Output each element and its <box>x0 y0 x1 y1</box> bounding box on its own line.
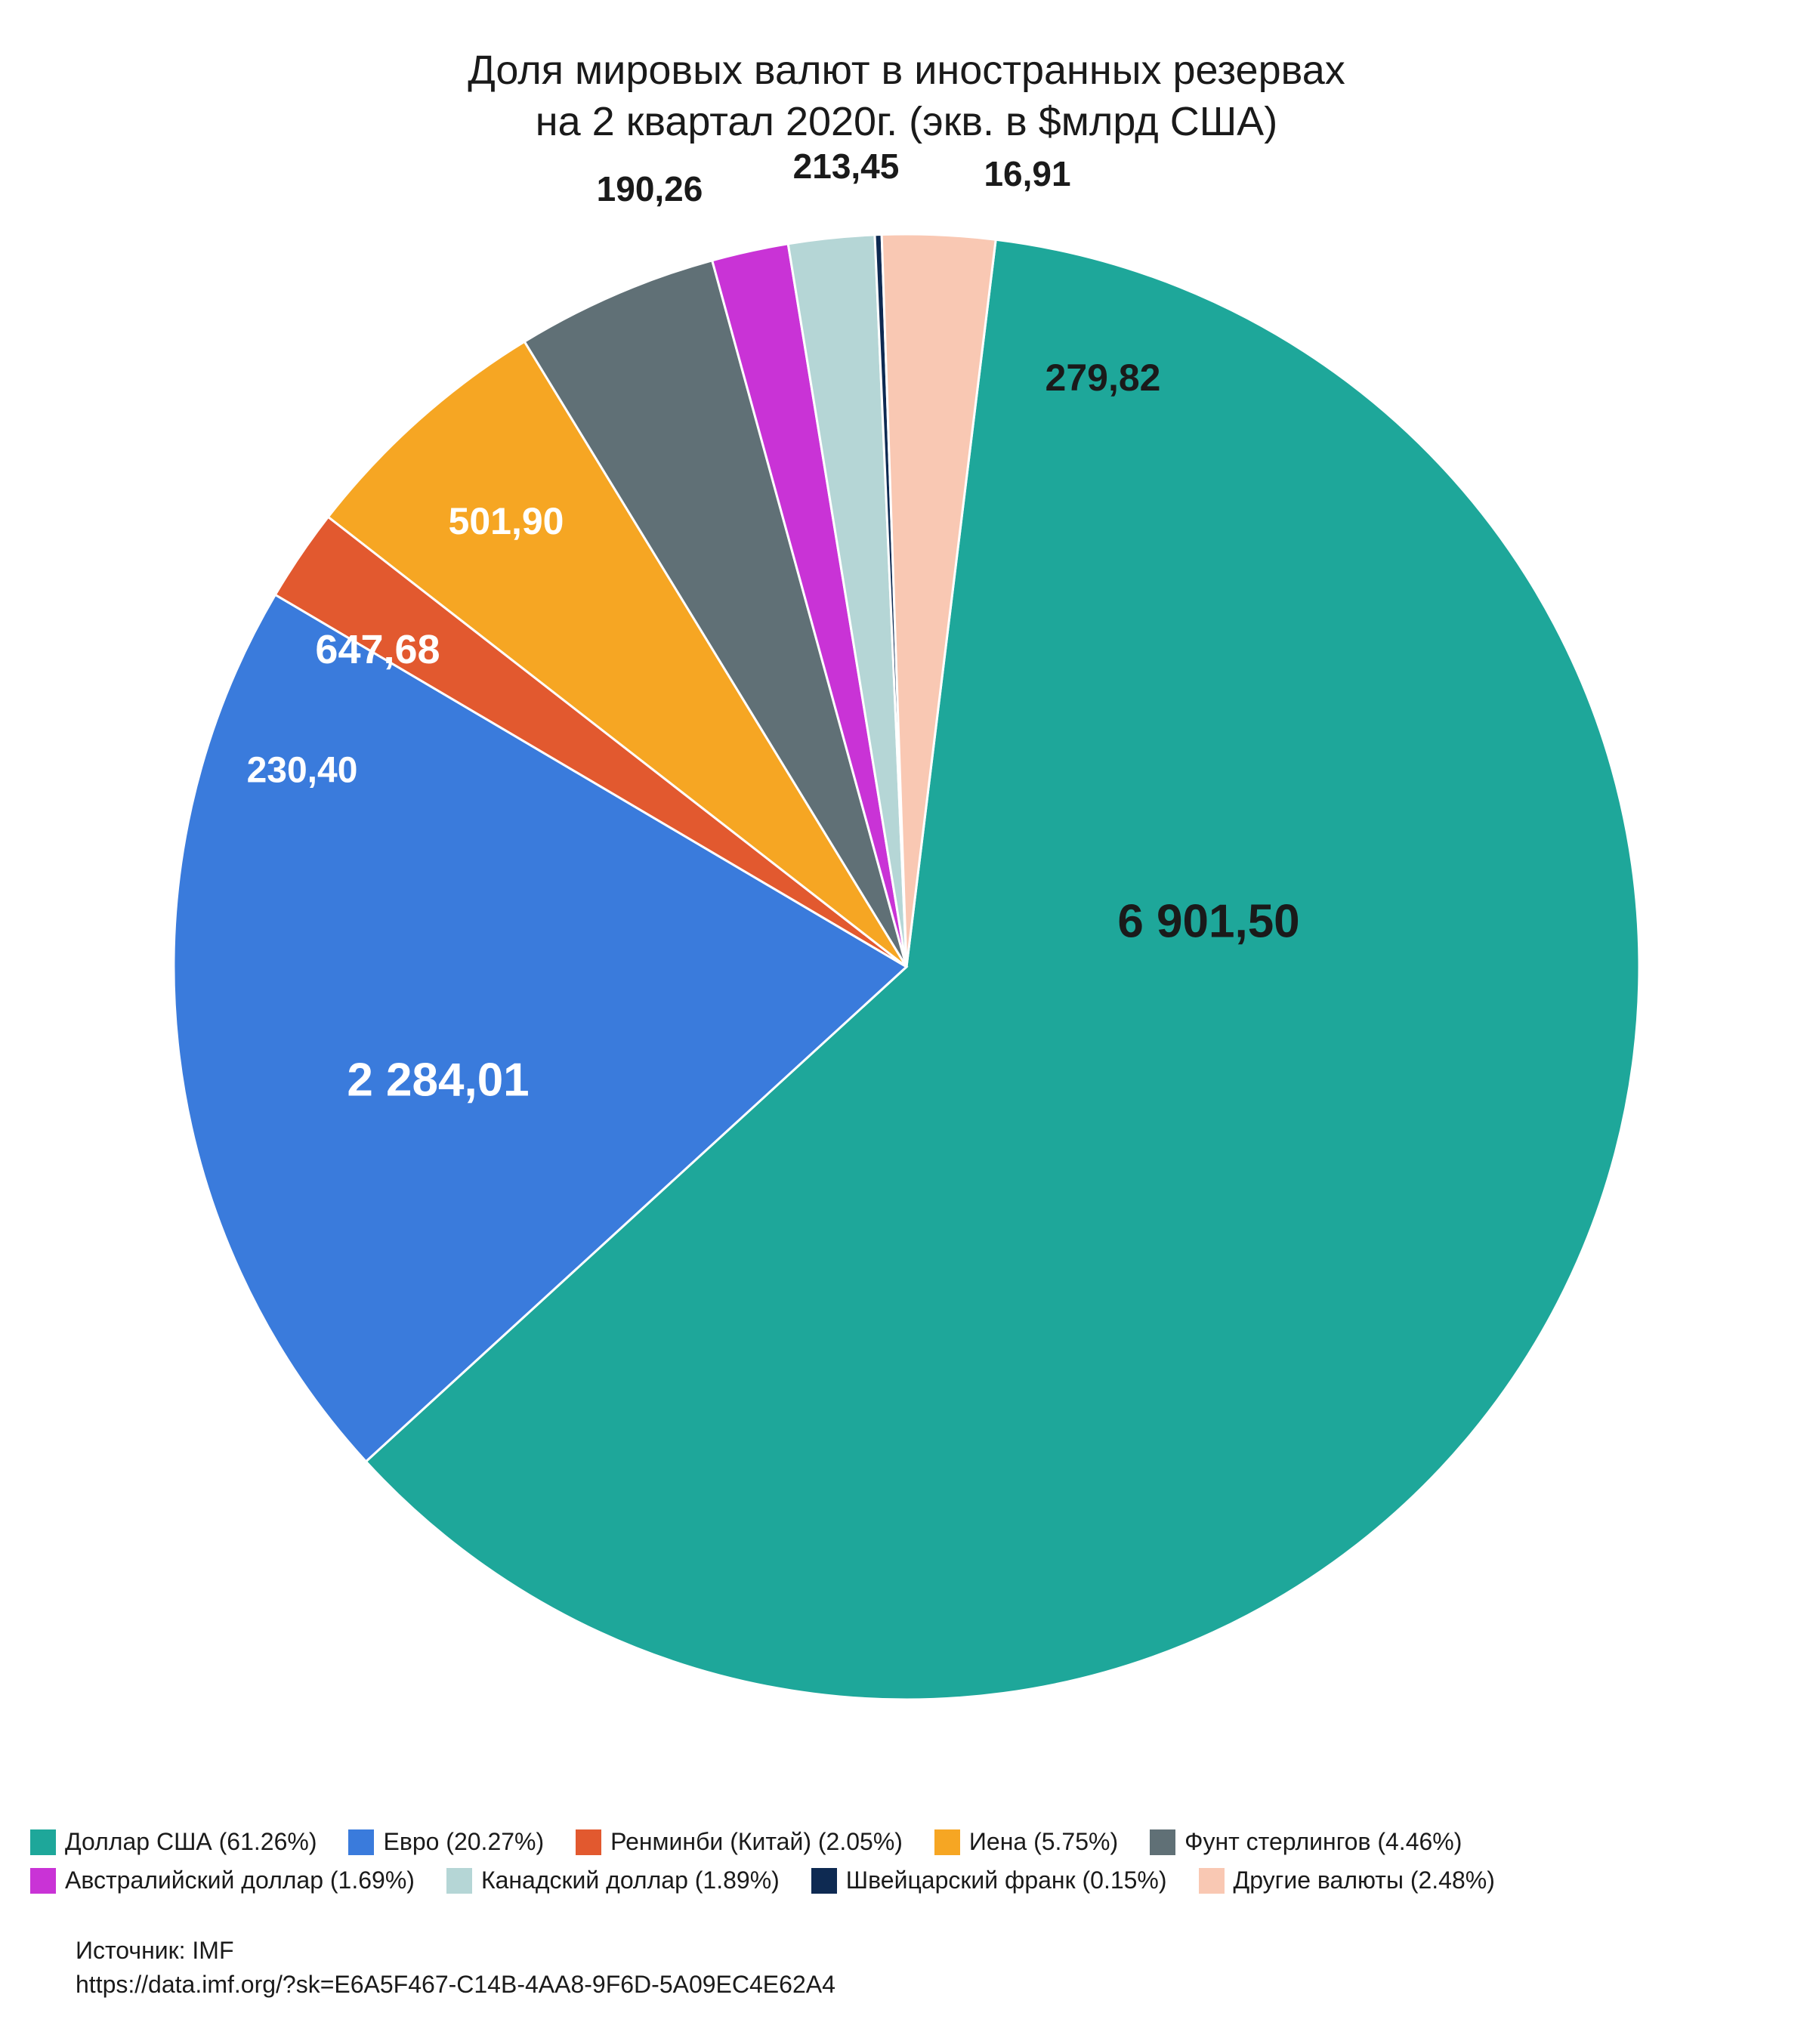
source-block: Источник: IMF https://data.imf.org/?sk=E… <box>76 1934 835 2002</box>
legend-label: Канадский доллар (1.89%) <box>481 1866 780 1894</box>
legend-item: Фунт стерлингов (4.46%) <box>1150 1828 1462 1856</box>
legend-label: Фунт стерлингов (4.46%) <box>1184 1828 1462 1856</box>
legend-label: Швейцарский франк (0.15%) <box>846 1866 1167 1894</box>
source-line1: Источник: IMF <box>76 1934 835 1968</box>
legend-swatch <box>1199 1868 1225 1894</box>
legend-label: Евро (20.27%) <box>383 1828 544 1856</box>
chart-title-line2: на 2 квартал 2020г. (экв. в $млрд США) <box>0 97 1813 148</box>
legend-item: Австралийский доллар (1.69%) <box>30 1866 415 1894</box>
legend-swatch <box>934 1829 960 1855</box>
legend: Доллар США (61.26%) Евро (20.27%) Ренминби… <box>30 1828 1783 1894</box>
legend-swatch <box>1150 1829 1175 1855</box>
legend-label: Иена (5.75%) <box>969 1828 1118 1856</box>
slice-value-label: 230,40 <box>247 750 358 792</box>
pie-svg <box>166 227 1647 1707</box>
legend-swatch <box>576 1829 601 1855</box>
legend-swatch <box>30 1829 56 1855</box>
slice-value-label: 213,45 <box>793 146 900 187</box>
legend-swatch <box>811 1868 837 1894</box>
legend-swatch <box>446 1868 472 1894</box>
legend-item: Евро (20.27%) <box>348 1828 544 1856</box>
slice-value-label: 501,90 <box>449 499 564 543</box>
slice-value-label: 279,82 <box>1045 356 1161 400</box>
page-root: Доля мировых валют в иностранных резерва… <box>0 0 1813 2044</box>
legend-item: Другие валюты (2.48%) <box>1199 1866 1495 1894</box>
chart-title: Доля мировых валют в иностранных резерва… <box>0 45 1813 147</box>
legend-swatch <box>348 1829 374 1855</box>
legend-label: Ренминби (Китай) (2.05%) <box>610 1828 903 1856</box>
source-line2: https://data.imf.org/?sk=E6A5F467-C14B-4… <box>76 1968 835 2002</box>
legend-item: Ренминби (Китай) (2.05%) <box>576 1828 903 1856</box>
chart-title-line1: Доля мировых валют в иностранных резерва… <box>0 45 1813 97</box>
legend-item: Иена (5.75%) <box>934 1828 1118 1856</box>
slice-value-label: 16,91 <box>984 153 1070 194</box>
legend-label: Австралийский доллар (1.69%) <box>65 1866 415 1894</box>
legend-swatch <box>30 1868 56 1894</box>
legend-label: Доллар США (61.26%) <box>65 1828 317 1856</box>
slice-value-label: 6 901,50 <box>1117 895 1299 949</box>
legend-item: Канадский доллар (1.89%) <box>446 1866 780 1894</box>
slice-value-label: 2 284,01 <box>347 1054 529 1107</box>
slice-value-label: 190,26 <box>597 168 703 209</box>
pie-chart: 6 901,502 284,01230,40647,68501,90190,26… <box>166 227 1647 1707</box>
slice-value-label: 647,68 <box>315 626 440 673</box>
legend-item: Швейцарский франк (0.15%) <box>811 1866 1167 1894</box>
legend-label: Другие валюты (2.48%) <box>1234 1866 1495 1894</box>
legend-item: Доллар США (61.26%) <box>30 1828 317 1856</box>
